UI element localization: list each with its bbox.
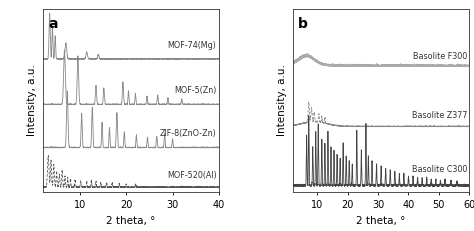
Text: ZIF-8(ZnO-Zn): ZIF-8(ZnO-Zn) (160, 129, 217, 138)
Text: MOF-5(Zn): MOF-5(Zn) (174, 86, 217, 95)
Text: b: b (298, 17, 308, 30)
Text: Basolite C300: Basolite C300 (412, 165, 468, 174)
X-axis label: 2 theta, °: 2 theta, ° (106, 216, 155, 226)
Text: Basolite F300: Basolite F300 (413, 52, 468, 61)
Text: Basolite Z377: Basolite Z377 (412, 111, 468, 120)
Text: a: a (48, 17, 57, 30)
Y-axis label: Intensity, a.u.: Intensity, a.u. (27, 64, 37, 137)
Y-axis label: Intensity, a.u.: Intensity, a.u. (277, 64, 287, 137)
X-axis label: 2 theta, °: 2 theta, ° (356, 216, 406, 226)
Text: MOF-74(Mg): MOF-74(Mg) (168, 41, 217, 50)
Text: MOF-520(Al): MOF-520(Al) (167, 171, 217, 180)
